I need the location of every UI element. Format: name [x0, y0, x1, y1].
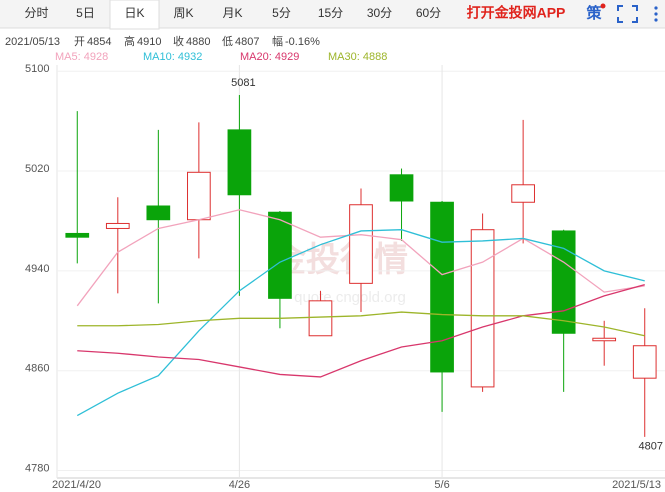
active-tab — [109, 0, 160, 30]
ma-line — [77, 283, 645, 378]
ma-line — [76, 209, 645, 307]
candle-body — [389, 174, 414, 202]
info-label: 开 — [74, 36, 85, 48]
ma-line — [76, 229, 645, 417]
info-value: 4807 — [235, 36, 259, 48]
candle-body — [268, 211, 292, 299]
fullscreen-icon[interactable] — [617, 5, 638, 23]
candle-body — [308, 300, 333, 337]
tab[interactable]: 30分 — [367, 6, 392, 20]
candle-body — [349, 204, 373, 284]
tab[interactable]: 周K — [173, 6, 193, 20]
y-tick-label: 4780 — [25, 462, 49, 474]
info-label: 收 — [173, 34, 184, 48]
x-tick-label: 5/6 — [434, 479, 449, 491]
x-tick-label: 2021/4/20 — [52, 479, 101, 491]
more-icon[interactable] — [654, 6, 658, 22]
tab[interactable]: 分时 — [24, 6, 48, 20]
app-link[interactable]: 打开金投网APP — [467, 5, 566, 21]
tab[interactable]: 5分 — [272, 6, 291, 20]
candle-body — [187, 171, 211, 221]
info-label: 低 — [222, 35, 233, 48]
candle-body — [632, 345, 657, 379]
legend-entry: MA30: 4888 — [328, 51, 387, 63]
extreme-label: 4807 — [638, 441, 662, 453]
candle-body — [105, 222, 130, 229]
notice-dot — [600, 3, 606, 9]
y-tick-label: 5100 — [25, 63, 49, 75]
tab[interactable]: 日K — [124, 6, 144, 20]
info-value: 4910 — [137, 36, 161, 48]
strategy-button[interactable]: 策 — [585, 4, 602, 22]
x-tick-label: 4/26 — [229, 479, 250, 491]
legend-entry: MA20: 4929 — [240, 51, 299, 63]
tab[interactable]: 60分 — [416, 6, 441, 20]
tab[interactable]: 月K — [222, 6, 242, 20]
x-tick-label: 2021/5/13 — [612, 479, 661, 491]
tab[interactable]: 15分 — [318, 6, 343, 20]
info-value: 4854 — [87, 36, 111, 48]
watermark: 金投行情 — [271, 240, 408, 279]
info-value: -0.16% — [285, 36, 320, 48]
tabs: 分时 5日 日K 周K 月K 5分 15分 30分 60分 — [24, 0, 441, 30]
info-label: 幅 — [272, 35, 283, 48]
candle-body — [65, 232, 90, 238]
extreme-label: 5081 — [231, 77, 255, 89]
ma-line — [77, 311, 645, 337]
info-label: 高 — [124, 34, 135, 48]
info-value: 4880 — [186, 36, 210, 48]
candle-body — [592, 337, 617, 342]
y-tick-label: 5020 — [25, 163, 49, 175]
y-tick-label: 4940 — [25, 263, 49, 275]
candle-body — [430, 201, 454, 373]
info-date: 2021/05/13 — [5, 36, 60, 48]
candle-body — [551, 230, 576, 334]
candle-body — [146, 205, 171, 221]
candle-body — [470, 229, 495, 388]
candle-body — [511, 184, 535, 203]
legend-entry: MA5: 4928 — [55, 51, 108, 63]
y-tick-label: 4860 — [25, 363, 49, 375]
candle-body — [227, 129, 252, 196]
legend-entry: MA10: 4932 — [143, 51, 202, 63]
tab[interactable]: 5日 — [76, 6, 95, 20]
